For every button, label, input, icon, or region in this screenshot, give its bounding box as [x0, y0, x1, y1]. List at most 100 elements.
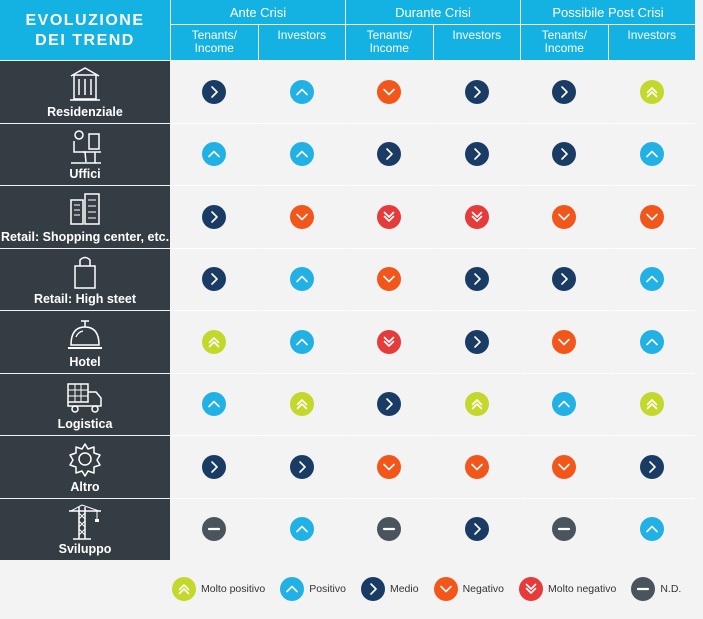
trend-cell	[258, 185, 345, 248]
trend-cell	[171, 497, 258, 560]
legend-item: Negativo	[433, 577, 504, 601]
trend-negativo-icon	[377, 267, 402, 292]
trend-negativo-icon	[289, 204, 314, 229]
trend-cell	[521, 185, 608, 248]
trend-molto-negativo-icon	[464, 204, 489, 229]
table-title: EVOLUZIONE DEI TREND	[0, 0, 170, 60]
trend-cell	[521, 310, 608, 373]
trend-positivo-icon	[289, 267, 314, 292]
trend-nd-icon	[552, 517, 577, 542]
delivery-truck-icon	[67, 382, 102, 413]
trend-cell	[171, 60, 258, 123]
trend-cell	[258, 310, 345, 373]
group-durante-crisi: Durante Crisi	[346, 0, 520, 25]
trend-medio-icon	[464, 267, 489, 292]
subheader-tenants: Tenants/ Income	[171, 25, 258, 60]
trend-cell	[521, 372, 608, 435]
row-label: Uffici	[69, 167, 101, 181]
legend-item: Medio	[360, 577, 419, 601]
trend-cell	[346, 247, 433, 310]
trend-positivo-icon	[639, 329, 664, 354]
subheader-investors: Investors	[258, 25, 345, 60]
trend-cell	[171, 185, 258, 248]
trend-cell	[433, 435, 520, 498]
row-header: Logistica	[0, 372, 170, 435]
legend-item: N.D.	[631, 577, 681, 601]
trend-cell	[433, 60, 520, 123]
legend-molto-positivo-icon	[172, 577, 196, 601]
trend-cell	[346, 497, 433, 560]
row-header: Retail: High steet	[0, 247, 170, 310]
subheader-investors: Investors	[608, 25, 695, 60]
trend-medio-icon	[552, 79, 577, 104]
trend-cell	[171, 372, 258, 435]
subheader-investors: Investors	[433, 25, 520, 60]
building-icon	[70, 67, 100, 101]
trend-medio-icon	[464, 329, 489, 354]
trend-medio-icon	[202, 267, 227, 292]
legend-label: Molto positivo	[201, 583, 266, 595]
trend-positivo-icon	[552, 392, 577, 417]
trend-molto-negativo-icon	[377, 329, 402, 354]
trend-cell	[608, 122, 695, 185]
trend-negativo-icon	[639, 204, 664, 229]
legend-positivo-icon	[280, 577, 305, 601]
trend-cell	[433, 247, 520, 310]
trend-cell	[521, 122, 608, 185]
crane-icon	[69, 504, 101, 540]
row-header: Altro	[0, 435, 170, 498]
subheader-tenants: Tenants/ Income	[521, 25, 608, 60]
trend-cell	[171, 310, 258, 373]
row-header: Hotel	[0, 310, 170, 373]
legend-item: Positivo	[280, 577, 346, 601]
office-worker-icon	[71, 129, 101, 164]
trend-nd-icon	[377, 517, 402, 542]
legend-item: Molto negativo	[519, 577, 616, 601]
trend-cell	[258, 60, 345, 123]
row-label: Sviluppo	[58, 542, 112, 556]
gear-icon	[69, 443, 101, 477]
shopping-center-icon	[70, 193, 100, 225]
row-label: Residenziale	[47, 104, 123, 119]
row-label: Hotel	[69, 354, 101, 369]
trend-molto-negativo-icon	[377, 204, 402, 229]
row-header: Retail: Shopping center, etc.	[0, 185, 170, 248]
trend-medio-icon	[639, 454, 664, 479]
trend-cell	[171, 122, 258, 185]
trend-molto-positivo-icon	[289, 392, 314, 417]
trend-medio-icon	[289, 454, 314, 479]
trend-nd-icon	[202, 517, 227, 542]
row-header: Uffici	[0, 122, 170, 185]
legend-medio-icon	[360, 577, 385, 601]
legend-label: N.D.	[660, 583, 682, 595]
trend-cell	[608, 435, 695, 498]
trend-cell	[346, 60, 433, 123]
row-label: Retail: Shopping center, etc.	[0, 229, 170, 244]
legend-negativo-icon	[433, 577, 458, 601]
trend-medio-icon	[552, 267, 577, 292]
trend-cell	[433, 372, 520, 435]
trend-positivo-icon	[202, 392, 227, 417]
trend-cell	[521, 60, 608, 123]
trend-medio-icon	[464, 142, 489, 167]
trend-cell	[346, 310, 433, 373]
trend-cell	[608, 247, 695, 310]
trend-table: EVOLUZIONE DEI TREND Ante Crisi Durante …	[0, 0, 695, 560]
trend-cell	[346, 435, 433, 498]
trend-cell	[608, 60, 695, 123]
legend-label: Medio	[389, 583, 419, 595]
legend-item: Molto positivo	[172, 577, 265, 601]
trend-molto-positivo-icon	[464, 392, 489, 417]
row-header: Residenziale	[0, 60, 170, 123]
trend-positivo-icon	[289, 79, 314, 104]
trend-medio-icon	[552, 142, 577, 167]
trend-negativo-icon	[464, 454, 489, 479]
trend-medio-icon	[377, 142, 402, 167]
trend-medio-icon	[202, 454, 227, 479]
trend-negativo-icon	[377, 454, 402, 479]
trend-cell	[258, 435, 345, 498]
trend-cell	[258, 247, 345, 310]
trend-positivo-icon	[289, 517, 314, 542]
group-ante-crisi: Ante Crisi	[171, 0, 345, 25]
trend-medio-icon	[464, 517, 489, 542]
